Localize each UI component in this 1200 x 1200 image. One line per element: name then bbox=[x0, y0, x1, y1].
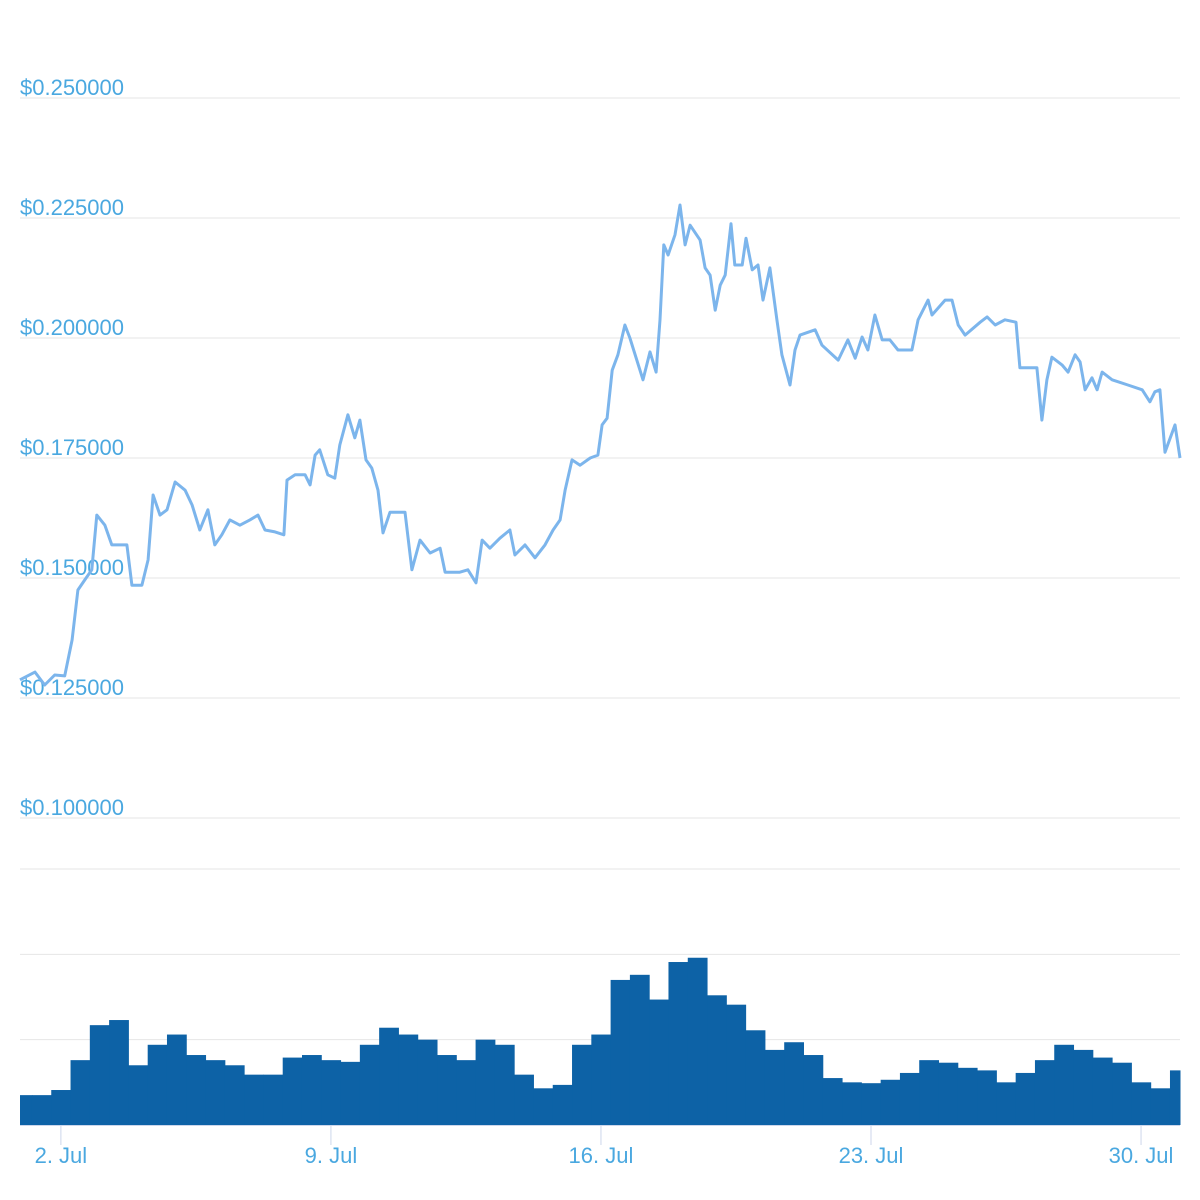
volume-bar bbox=[359, 1044, 380, 1125]
volume-bar bbox=[919, 1060, 940, 1125]
x-tick-label: 2. Jul bbox=[35, 1143, 88, 1168]
volume-bar bbox=[1092, 1057, 1113, 1125]
volume-bar bbox=[842, 1082, 862, 1125]
y-tick-label: $0.175000 bbox=[20, 435, 124, 460]
volume-bar bbox=[437, 1055, 457, 1125]
volume-bar bbox=[533, 1088, 554, 1125]
volume-bar bbox=[803, 1055, 824, 1125]
volume-bar bbox=[784, 1042, 804, 1125]
volume-bar bbox=[1169, 1070, 1181, 1125]
price-line bbox=[19, 203, 1182, 687]
volume-bar bbox=[340, 1061, 361, 1125]
volume-bar bbox=[822, 1078, 843, 1125]
y-tick-label: $0.100000 bbox=[20, 795, 124, 820]
volume-bar bbox=[282, 1057, 303, 1125]
volume-bar bbox=[552, 1084, 573, 1125]
volume-bar bbox=[205, 1060, 226, 1125]
volume-bar bbox=[610, 979, 631, 1125]
volume-bar bbox=[31, 1095, 52, 1125]
volume-bar bbox=[1073, 1049, 1094, 1125]
volume-bar bbox=[20, 1095, 33, 1125]
volume-bar bbox=[668, 962, 689, 1125]
volume-bar bbox=[861, 1083, 882, 1125]
volume-bar bbox=[977, 1070, 997, 1125]
volume-bar bbox=[938, 1062, 959, 1125]
volume-bar bbox=[494, 1044, 515, 1125]
volume-bar bbox=[147, 1044, 168, 1125]
x-tick-label: 23. Jul bbox=[839, 1143, 904, 1168]
volume-bar bbox=[726, 1004, 747, 1125]
volume-bar bbox=[687, 957, 708, 1125]
volume-bar bbox=[128, 1065, 149, 1125]
volume-bar bbox=[109, 1020, 129, 1125]
volume-bar bbox=[899, 1072, 920, 1125]
x-tick-label: 30. Jul bbox=[1109, 1143, 1174, 1168]
volume-bar bbox=[166, 1034, 187, 1125]
volume-bar bbox=[89, 1025, 110, 1125]
volume-bar bbox=[572, 1044, 592, 1125]
volume-bar bbox=[1150, 1088, 1171, 1125]
volume-bar bbox=[764, 1049, 785, 1125]
volume-bar bbox=[456, 1060, 477, 1125]
volume-bar bbox=[745, 1030, 766, 1125]
y-tick-label: $0.250000 bbox=[20, 75, 124, 100]
volume-bar bbox=[417, 1039, 438, 1125]
volume-bar bbox=[707, 995, 727, 1125]
volume-bar bbox=[996, 1082, 1017, 1125]
volume-bar bbox=[301, 1055, 322, 1125]
volume-bar bbox=[186, 1055, 207, 1125]
volume-bar bbox=[70, 1060, 91, 1125]
volume-bar bbox=[649, 999, 669, 1125]
volume-bar bbox=[1034, 1060, 1055, 1125]
volume-bar bbox=[1112, 1062, 1132, 1125]
x-tick-label: 9. Jul bbox=[305, 1143, 358, 1168]
volume-bar bbox=[321, 1060, 342, 1125]
volume-bar bbox=[224, 1065, 245, 1125]
volume-bar bbox=[244, 1074, 264, 1125]
x-tick-label: 16. Jul bbox=[569, 1143, 634, 1168]
volume-bar bbox=[880, 1079, 901, 1125]
volume-bar bbox=[514, 1074, 534, 1125]
volume-bar bbox=[1131, 1082, 1152, 1125]
volume-bar bbox=[398, 1034, 419, 1125]
volume-bar bbox=[1015, 1072, 1036, 1125]
y-tick-label: $0.225000 bbox=[20, 195, 124, 220]
volume-bar bbox=[263, 1074, 284, 1125]
volume-bar bbox=[51, 1090, 72, 1125]
volume-bar bbox=[379, 1027, 399, 1125]
y-tick-label: $0.125000 bbox=[20, 675, 124, 700]
volume-bar bbox=[957, 1067, 978, 1125]
volume-bar bbox=[591, 1034, 612, 1125]
y-tick-label: $0.200000 bbox=[20, 315, 124, 340]
volume-bar bbox=[629, 974, 650, 1125]
y-tick-label: $0.150000 bbox=[20, 555, 124, 580]
volume-bar bbox=[1054, 1044, 1075, 1125]
volume-bar bbox=[475, 1039, 496, 1125]
